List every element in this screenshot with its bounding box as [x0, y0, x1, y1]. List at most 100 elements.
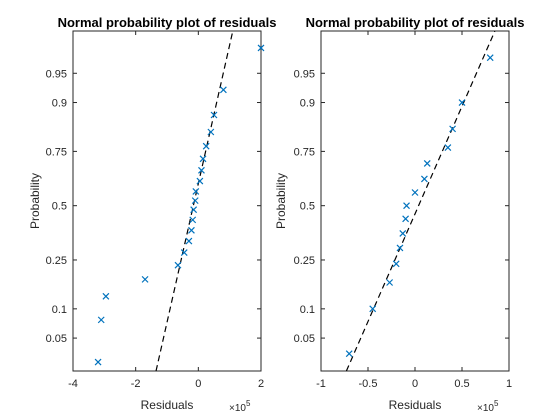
left-data-point: [97, 316, 105, 324]
right-x-axis-label: Residuals: [389, 398, 442, 412]
x-marker-stroke: [199, 155, 207, 163]
right-x-tick-label: 0: [412, 378, 418, 390]
x-marker-stroke: [210, 111, 218, 119]
left-data-point: [185, 237, 193, 245]
right-data-point: [458, 99, 466, 106]
left-y-tick-label: 0.9: [52, 98, 67, 110]
x-marker-stroke: [458, 99, 466, 106]
right-y-tick-label: 0.95: [294, 68, 315, 80]
x-marker-stroke: [399, 230, 407, 237]
right-plot-panel: Normal probability plot of residuals -1 -…: [274, 15, 524, 414]
left-y-tick-label: 0.25: [46, 255, 67, 267]
left-data-point: [191, 197, 199, 205]
x-marker-stroke: [386, 279, 394, 286]
right-data-point: [386, 279, 394, 286]
left-y-tick-label: 0.1: [52, 304, 67, 316]
right-plot-area: -1 -0.5 0 0.5 1 0.05 0.1 0.25 0.5 0.75 0.9 0.95: [294, 30, 512, 390]
x-marker-stroke: [188, 226, 195, 234]
right-x-exponent-label: ×105: [477, 399, 499, 414]
left-data-markers: [94, 44, 265, 366]
x-marker-stroke: [94, 358, 102, 366]
left-y-tick-label: 0.05: [46, 333, 67, 345]
x-marker-stroke: [369, 305, 377, 313]
x-marker-stroke: [198, 166, 205, 174]
left-y-tick-label: 0.95: [46, 68, 67, 80]
right-reference-line: [345, 30, 496, 372]
x-marker-stroke: [97, 316, 105, 324]
x-marker-stroke: [449, 125, 457, 133]
x-marker-stroke: [345, 350, 353, 358]
right-y-tick-label: 0.05: [294, 333, 315, 345]
x-marker-stroke: [190, 206, 198, 214]
left-data-point: [190, 206, 198, 214]
left-y-tick-label: 0.5: [52, 201, 67, 213]
left-data-point: [180, 249, 188, 257]
right-data-point: [396, 244, 404, 252]
right-data-point: [486, 54, 494, 62]
x-marker-stroke: [257, 44, 265, 52]
x-marker-stroke: [202, 142, 210, 150]
left-x-tick-label: 0: [195, 378, 201, 390]
right-data-point: [403, 202, 410, 210]
left-y-tick-label: 0.75: [46, 146, 67, 158]
left-y-axis-label: Probability: [28, 173, 42, 229]
x-marker-stroke: [420, 175, 428, 183]
right-tick-marks: -1 -0.5 0 0.5 1 0.05 0.1 0.25 0.5 0.75 0.9 0.95: [294, 31, 512, 390]
x-marker-stroke: [403, 202, 410, 210]
x-marker-stroke: [196, 177, 204, 185]
right-y-tick-label: 0.25: [294, 255, 315, 267]
left-x-tick-label: -2: [131, 378, 141, 390]
x-marker-stroke: [444, 144, 452, 151]
left-data-point: [202, 142, 210, 150]
right-data-point: [392, 260, 400, 268]
right-data-point: [345, 350, 353, 358]
left-data-point: [196, 177, 204, 185]
left-axes-box: [72, 30, 262, 372]
x-marker-stroke: [486, 54, 494, 62]
x-marker-stroke: [102, 292, 110, 300]
right-y-tick-label: 0.9: [300, 98, 315, 110]
right-x-tick-label: -1: [316, 378, 326, 390]
x-marker-stroke: [396, 244, 404, 252]
right-data-point: [402, 215, 410, 223]
left-data-point: [210, 111, 218, 119]
right-x-tick-label: -0.5: [359, 378, 378, 390]
left-plot-area: -4 -2 0 2 0.05 0.1 0.25 0.5 0.75 0.9 0.95: [46, 30, 265, 390]
right-data-markers: [345, 54, 494, 358]
right-data-point: [399, 230, 407, 237]
left-data-point: [189, 216, 197, 224]
x-marker-stroke: [191, 197, 199, 205]
x-marker-stroke: [185, 237, 193, 245]
x-marker-stroke: [392, 260, 400, 268]
x-marker-stroke: [219, 86, 227, 94]
left-data-point: [192, 188, 200, 195]
right-plot-title: Normal probability plot of residuals: [306, 15, 525, 30]
left-data-point: [174, 261, 182, 269]
x-marker-stroke: [180, 249, 188, 257]
left-data-point: [207, 128, 215, 136]
left-x-exponent-label: ×105: [229, 399, 251, 414]
x-marker-stroke: [141, 275, 149, 283]
left-data-point: [102, 292, 110, 300]
left-data-point: [257, 44, 265, 52]
right-data-point: [420, 175, 428, 183]
left-plot-title: Normal probability plot of residuals: [58, 15, 277, 30]
right-y-tick-label: 0.75: [294, 146, 315, 158]
x-marker-stroke: [207, 128, 215, 136]
right-x-tick-label: 0.5: [454, 378, 469, 390]
x-marker-stroke: [189, 216, 197, 224]
right-data-point: [423, 160, 431, 167]
right-y-tick-label: 0.1: [300, 304, 315, 316]
right-data-point: [444, 144, 452, 151]
right-data-point: [369, 305, 377, 313]
x-marker-stroke: [402, 215, 410, 223]
right-reference-line-group: [345, 30, 496, 372]
left-x-tick-label: -4: [68, 378, 78, 390]
left-x-tick-label: 2: [258, 378, 264, 390]
right-data-point: [449, 125, 457, 133]
left-plot-panel: Normal probability plot of residuals -4-…: [28, 15, 276, 414]
x-marker-stroke: [192, 188, 200, 195]
left-data-point: [94, 358, 102, 366]
right-x-tick-label: 1: [506, 378, 512, 390]
